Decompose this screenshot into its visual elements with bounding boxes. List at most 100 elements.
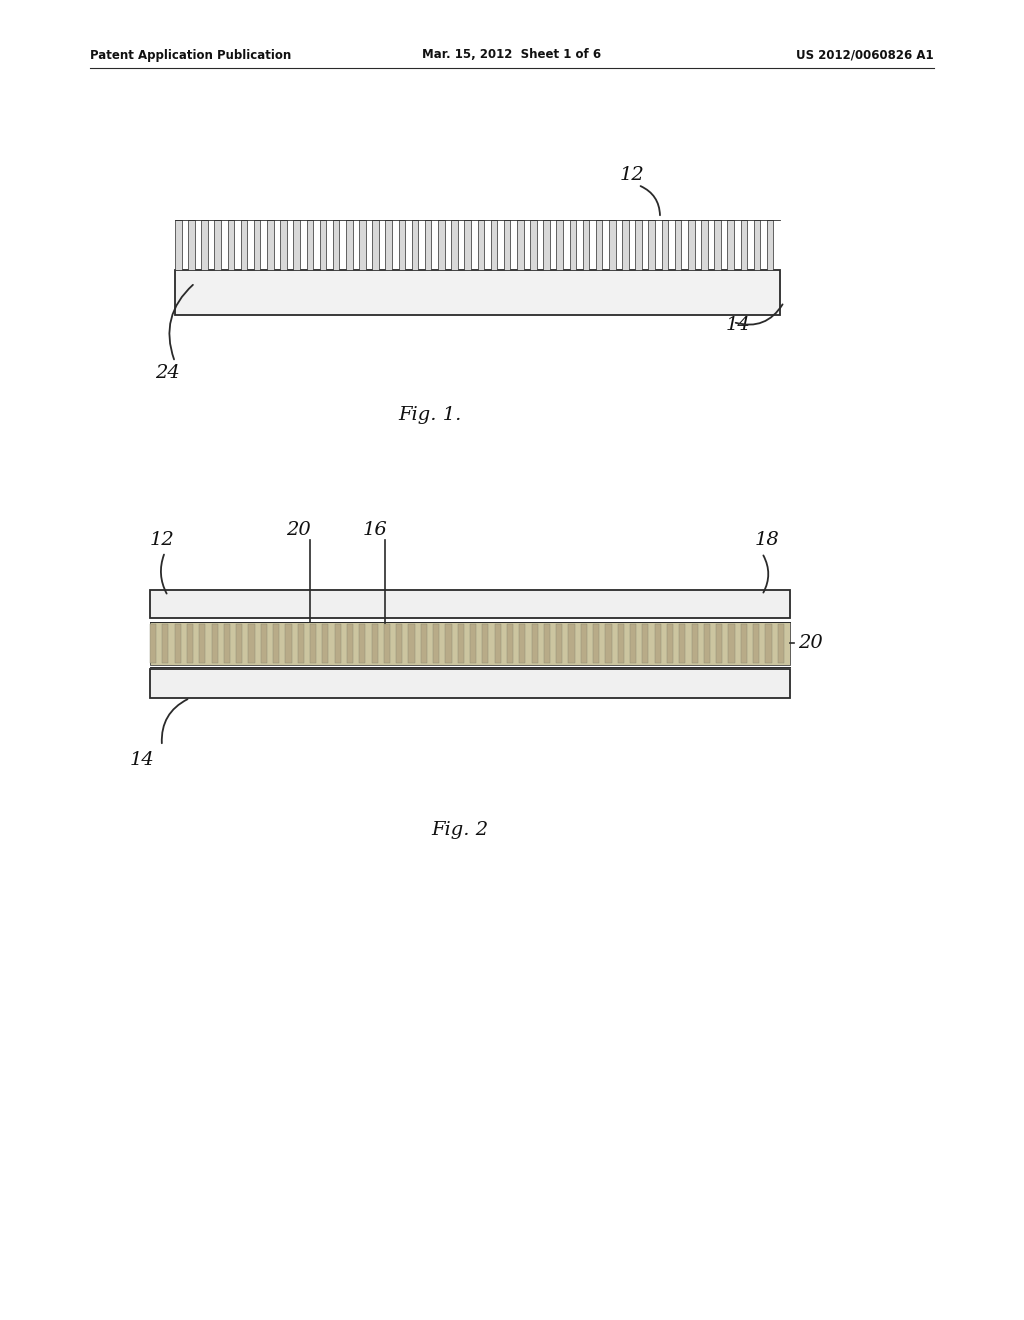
Bar <box>754 220 760 271</box>
Bar <box>544 220 550 271</box>
Bar <box>583 220 589 271</box>
Bar <box>596 220 602 271</box>
Bar <box>319 220 327 271</box>
Bar <box>273 624 280 663</box>
Bar <box>569 220 577 271</box>
Bar <box>767 220 773 271</box>
Bar <box>150 669 790 698</box>
Bar <box>691 624 697 663</box>
Bar <box>384 624 390 663</box>
Bar <box>438 220 444 271</box>
Text: Mar. 15, 2012  Sheet 1 of 6: Mar. 15, 2012 Sheet 1 of 6 <box>423 49 601 62</box>
Bar <box>224 624 230 663</box>
Bar <box>359 220 366 271</box>
Bar <box>593 624 599 663</box>
Bar <box>482 624 488 663</box>
Bar <box>556 624 562 663</box>
Bar <box>306 220 313 271</box>
Bar <box>581 624 587 663</box>
Bar <box>765 624 771 663</box>
Bar <box>227 220 234 271</box>
Bar <box>556 220 563 271</box>
Bar <box>728 624 734 663</box>
Bar <box>753 624 759 663</box>
Bar <box>323 624 329 663</box>
Bar <box>409 624 415 663</box>
Bar <box>212 624 218 663</box>
Text: 18: 18 <box>755 531 779 549</box>
Bar <box>372 624 378 663</box>
Text: 24: 24 <box>155 364 180 381</box>
Bar <box>254 220 260 271</box>
Bar <box>347 624 353 663</box>
Bar <box>298 624 304 663</box>
Bar <box>662 220 669 271</box>
Text: 16: 16 <box>362 521 387 539</box>
Bar <box>701 220 708 271</box>
Text: 12: 12 <box>620 166 645 183</box>
Text: Fig. 2: Fig. 2 <box>431 821 488 840</box>
Bar <box>464 220 471 271</box>
Bar <box>333 220 339 271</box>
Bar <box>385 220 392 271</box>
Bar <box>495 624 501 663</box>
Text: 20: 20 <box>798 634 822 652</box>
Bar <box>517 220 523 271</box>
Bar <box>267 220 273 271</box>
Text: 14: 14 <box>726 315 751 334</box>
Bar <box>617 624 624 663</box>
Bar <box>293 220 300 271</box>
Bar <box>150 590 790 618</box>
Bar <box>635 220 642 271</box>
Bar <box>150 622 790 665</box>
Bar <box>261 624 267 663</box>
Bar <box>359 624 366 663</box>
Bar <box>150 624 156 663</box>
Text: US 2012/0060826 A1: US 2012/0060826 A1 <box>797 49 934 62</box>
Bar <box>507 624 513 663</box>
Bar <box>470 624 476 663</box>
Bar <box>679 624 685 663</box>
Bar <box>727 220 734 271</box>
Bar <box>241 220 248 271</box>
Text: 20: 20 <box>286 521 310 539</box>
Bar <box>716 624 722 663</box>
Bar <box>202 220 208 271</box>
Bar <box>237 624 243 663</box>
Text: 12: 12 <box>150 531 175 549</box>
Bar <box>504 220 510 271</box>
Text: 14: 14 <box>130 751 155 770</box>
Bar <box>531 624 538 663</box>
Bar <box>281 220 287 271</box>
Bar <box>714 220 721 271</box>
Bar <box>703 624 710 663</box>
Bar <box>740 220 748 271</box>
Bar <box>373 220 379 271</box>
Bar <box>398 220 406 271</box>
Bar <box>433 624 439 663</box>
Bar <box>519 624 525 663</box>
Text: Patent Application Publication: Patent Application Publication <box>90 49 291 62</box>
Bar <box>175 220 181 271</box>
Bar <box>688 220 694 271</box>
Bar <box>187 624 194 663</box>
Bar <box>675 220 681 271</box>
Bar <box>777 624 783 663</box>
Bar <box>249 624 255 663</box>
Bar <box>648 220 655 271</box>
Bar <box>286 624 292 663</box>
Text: Fig. 1.: Fig. 1. <box>398 407 462 424</box>
Bar <box>458 624 464 663</box>
Bar <box>530 220 537 271</box>
Bar <box>175 624 181 663</box>
Bar <box>654 624 660 663</box>
Bar <box>544 624 550 663</box>
Bar <box>609 220 615 271</box>
Bar <box>452 220 458 271</box>
Bar <box>623 220 629 271</box>
Bar <box>346 220 352 271</box>
Bar <box>445 624 452 663</box>
Bar <box>335 624 341 663</box>
Bar <box>421 624 427 663</box>
Bar <box>188 220 195 271</box>
